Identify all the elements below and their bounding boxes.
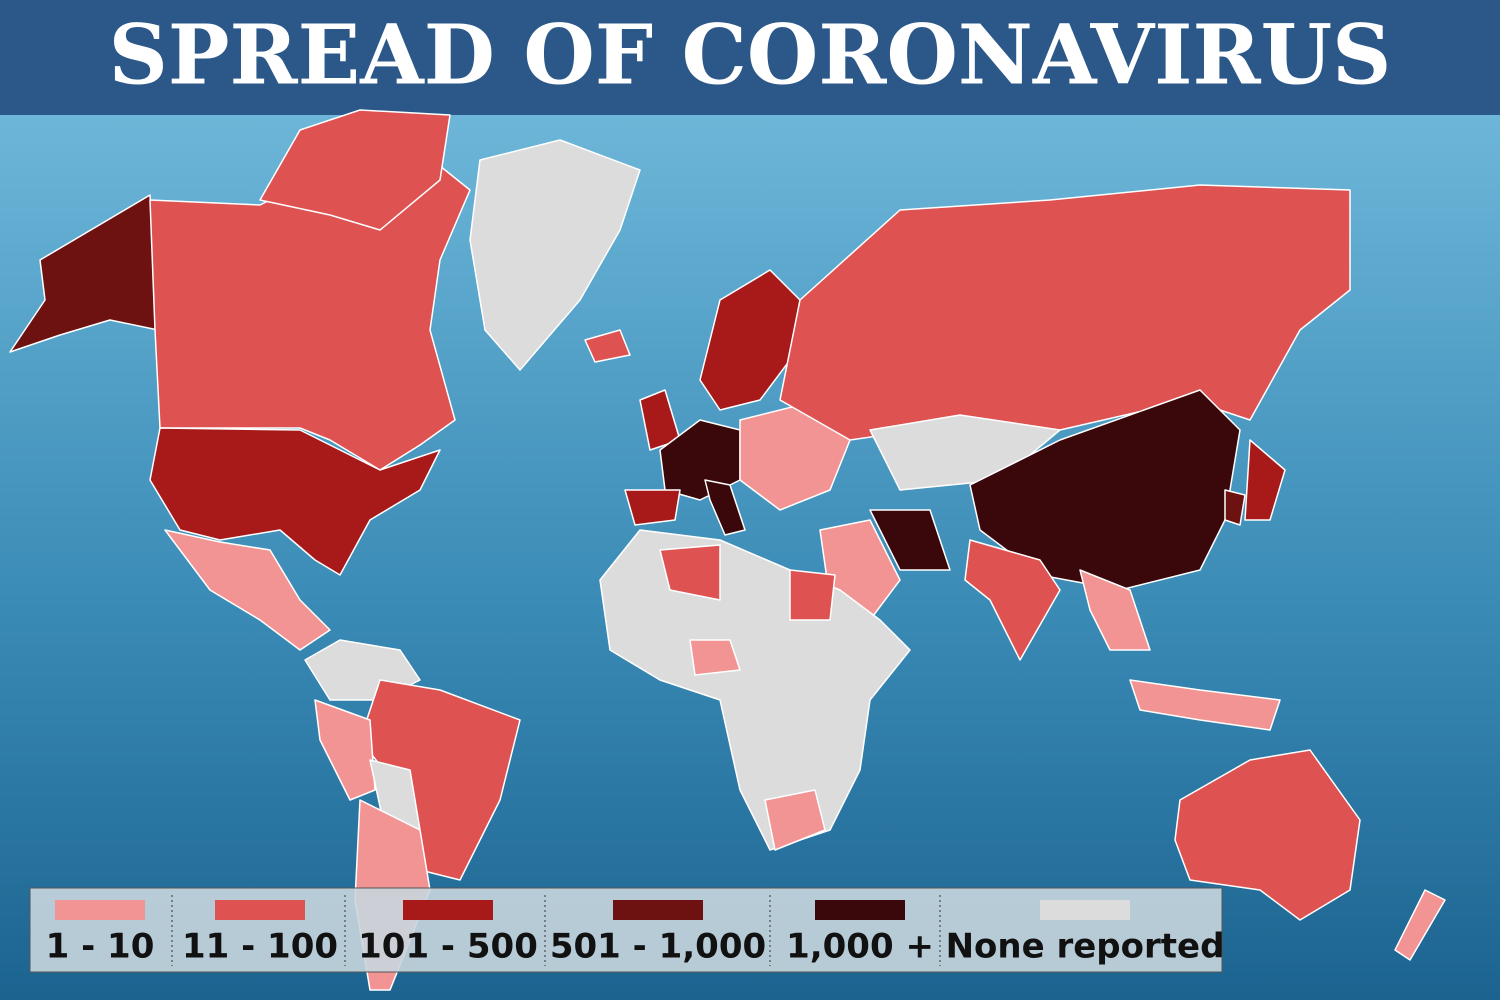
spain bbox=[624, 489, 681, 526]
australia bbox=[1174, 749, 1361, 921]
africa bbox=[599, 529, 911, 851]
iran bbox=[869, 509, 951, 571]
legend-swatch bbox=[815, 900, 905, 920]
title: SPREAD OF CORONAVIRUS bbox=[109, 7, 1392, 103]
japan bbox=[1244, 439, 1286, 521]
legend: 1 - 10 11 - 100 101 - 500 501 - 1,000 1,000 … bbox=[46, 895, 1225, 967]
peru bbox=[314, 699, 376, 801]
legend-label: 1,000 + bbox=[786, 927, 934, 967]
new-zealand bbox=[1394, 889, 1446, 961]
algeria bbox=[659, 544, 721, 601]
legend-label: 11 - 100 bbox=[182, 927, 338, 967]
korea bbox=[1224, 489, 1246, 526]
mexico bbox=[164, 529, 331, 651]
legend-swatch bbox=[403, 900, 493, 920]
iceland bbox=[584, 329, 631, 363]
indonesia bbox=[1129, 679, 1281, 731]
legend-swatch bbox=[55, 900, 145, 920]
legend-swatch bbox=[613, 900, 703, 920]
legend-swatch bbox=[1040, 900, 1130, 920]
italy bbox=[704, 479, 746, 536]
southeast-asia bbox=[1079, 569, 1151, 651]
title-bar bbox=[0, 0, 1500, 115]
india bbox=[964, 539, 1061, 661]
usa bbox=[149, 427, 441, 576]
legend-label: None reported bbox=[946, 927, 1225, 967]
egypt bbox=[789, 569, 836, 621]
south-africa bbox=[764, 789, 826, 851]
arctic-islands bbox=[259, 109, 451, 231]
countries bbox=[9, 109, 1446, 991]
legend-swatch bbox=[215, 900, 305, 920]
legend-label: 1 - 10 bbox=[46, 927, 155, 967]
greenland bbox=[469, 139, 641, 371]
legend-label: 501 - 1,000 bbox=[550, 927, 766, 967]
legend-label: 101 - 500 bbox=[358, 927, 538, 967]
nigeria bbox=[689, 639, 741, 676]
